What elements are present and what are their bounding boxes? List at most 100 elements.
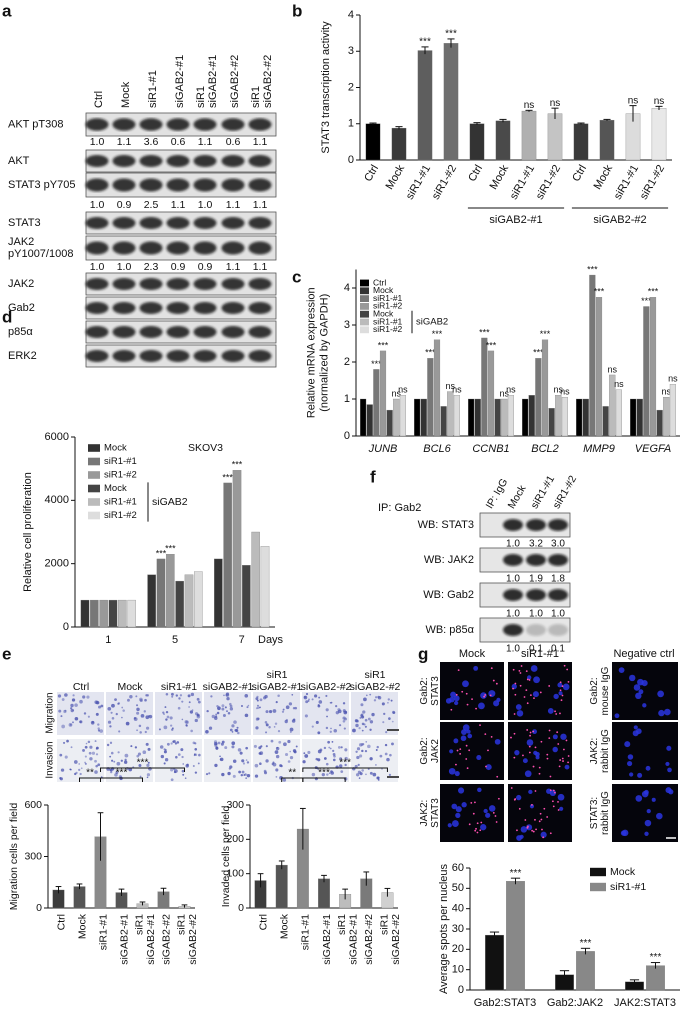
x-tick-label-group: siR1-#1 — [97, 914, 109, 950]
cell-dot — [181, 769, 185, 773]
significance-label: *** — [587, 264, 598, 274]
micrograph — [302, 739, 349, 782]
nucleus — [466, 729, 471, 734]
bar — [90, 599, 99, 628]
pla-spot — [531, 829, 534, 832]
cell-dot — [136, 711, 140, 715]
lane-label-group: siR1 siGAB2-#1 — [195, 55, 219, 108]
blot-band — [221, 278, 245, 290]
blot-band — [248, 278, 272, 290]
cell-dot — [387, 701, 389, 704]
cell-dot — [71, 698, 76, 702]
pla-spot — [563, 664, 566, 667]
significance-label-group: ns — [554, 385, 564, 395]
y-tick-label-group: 40 — [452, 903, 464, 915]
bar — [386, 409, 393, 437]
cell-dot — [177, 706, 181, 710]
significance-label-group: *** — [587, 264, 598, 274]
significance-label-group: *** — [425, 348, 436, 358]
nucleus — [516, 710, 524, 717]
pla-spot — [526, 827, 529, 829]
cell-dot — [246, 773, 251, 778]
nucleus — [455, 806, 462, 813]
cell-dot — [326, 715, 328, 718]
nucleus — [515, 704, 522, 710]
panel-letter-group: c — [292, 267, 301, 286]
blot-band — [548, 624, 568, 636]
quant-label: 1.1 — [253, 261, 268, 273]
panel-letter-group: e — [2, 644, 11, 663]
pla-spot — [459, 748, 462, 751]
cell-dot — [197, 700, 201, 704]
cell-dot — [382, 721, 385, 724]
cell-dot — [376, 776, 380, 780]
nucleus — [460, 735, 467, 742]
cell-dot — [369, 693, 372, 696]
legend-group-label: siGAB2 — [416, 317, 448, 328]
cell-dot — [355, 750, 358, 753]
legend-swatch — [88, 457, 100, 466]
blot-band — [139, 178, 163, 192]
cell-dot — [256, 704, 259, 707]
x-tick-label-group: siR1-#1 — [300, 914, 312, 950]
cell-dot — [392, 711, 396, 714]
bar — [469, 123, 485, 161]
cell-dot — [328, 772, 331, 774]
cell-dot — [359, 754, 363, 758]
cell-dot — [391, 742, 394, 746]
nucleus — [646, 808, 651, 814]
cell-dot — [63, 709, 67, 714]
error-bar — [257, 873, 264, 888]
cell-dot — [219, 757, 224, 762]
cell-dot — [332, 758, 336, 762]
cell-dot — [363, 697, 367, 702]
quant-label-group: 1.1 — [117, 136, 132, 148]
pla-spot — [476, 831, 479, 834]
error-bar — [55, 886, 62, 894]
nucleus — [483, 808, 488, 814]
x-tick-label-group: 5 — [172, 634, 178, 646]
cell-dot — [362, 710, 366, 714]
cell-dot — [139, 775, 142, 778]
x-tick-label-group: Ctrl — [55, 914, 67, 930]
cell-dot — [255, 707, 258, 710]
quant-label-group: 1.9 — [529, 574, 543, 585]
lane-label: siGAB2-#1 — [207, 55, 219, 108]
significance-label-group: *** — [533, 348, 544, 358]
pla-spot — [539, 691, 542, 694]
cell-dot — [343, 710, 348, 715]
cell-dot — [289, 755, 294, 760]
cell-dot — [318, 700, 323, 704]
blot-band — [193, 178, 217, 192]
bar — [474, 398, 481, 437]
cell-dot — [113, 760, 116, 763]
bar — [447, 391, 454, 437]
blot-band — [139, 350, 163, 362]
nucleus — [451, 803, 458, 810]
cell-dot — [240, 704, 243, 707]
error-bar — [421, 46, 429, 55]
blot-band — [221, 118, 245, 131]
y-tick-label-group: 4000 — [45, 494, 69, 506]
significance-label: ns — [446, 381, 456, 391]
blot-band — [193, 118, 217, 131]
cell-dot — [244, 694, 249, 698]
pla-spot — [490, 735, 493, 738]
cell-dot — [158, 728, 161, 731]
x-tick-label: MMP9 — [583, 443, 615, 455]
cell-dot — [259, 706, 261, 709]
cell-dot — [221, 704, 225, 708]
y-tick-label: 50 — [452, 882, 464, 894]
significance-label: *** — [425, 348, 436, 358]
cell-dot — [60, 768, 65, 772]
nucleus — [633, 684, 641, 691]
bar — [468, 398, 475, 437]
bar — [251, 531, 260, 628]
nucleus — [657, 690, 665, 698]
cell-dot — [289, 727, 294, 732]
pla-spot — [470, 801, 473, 804]
cell-dot — [75, 771, 78, 774]
pla-spot — [559, 689, 562, 692]
cell-dot — [184, 777, 187, 779]
x-tick-label: siGAB2-#1 — [145, 914, 157, 965]
